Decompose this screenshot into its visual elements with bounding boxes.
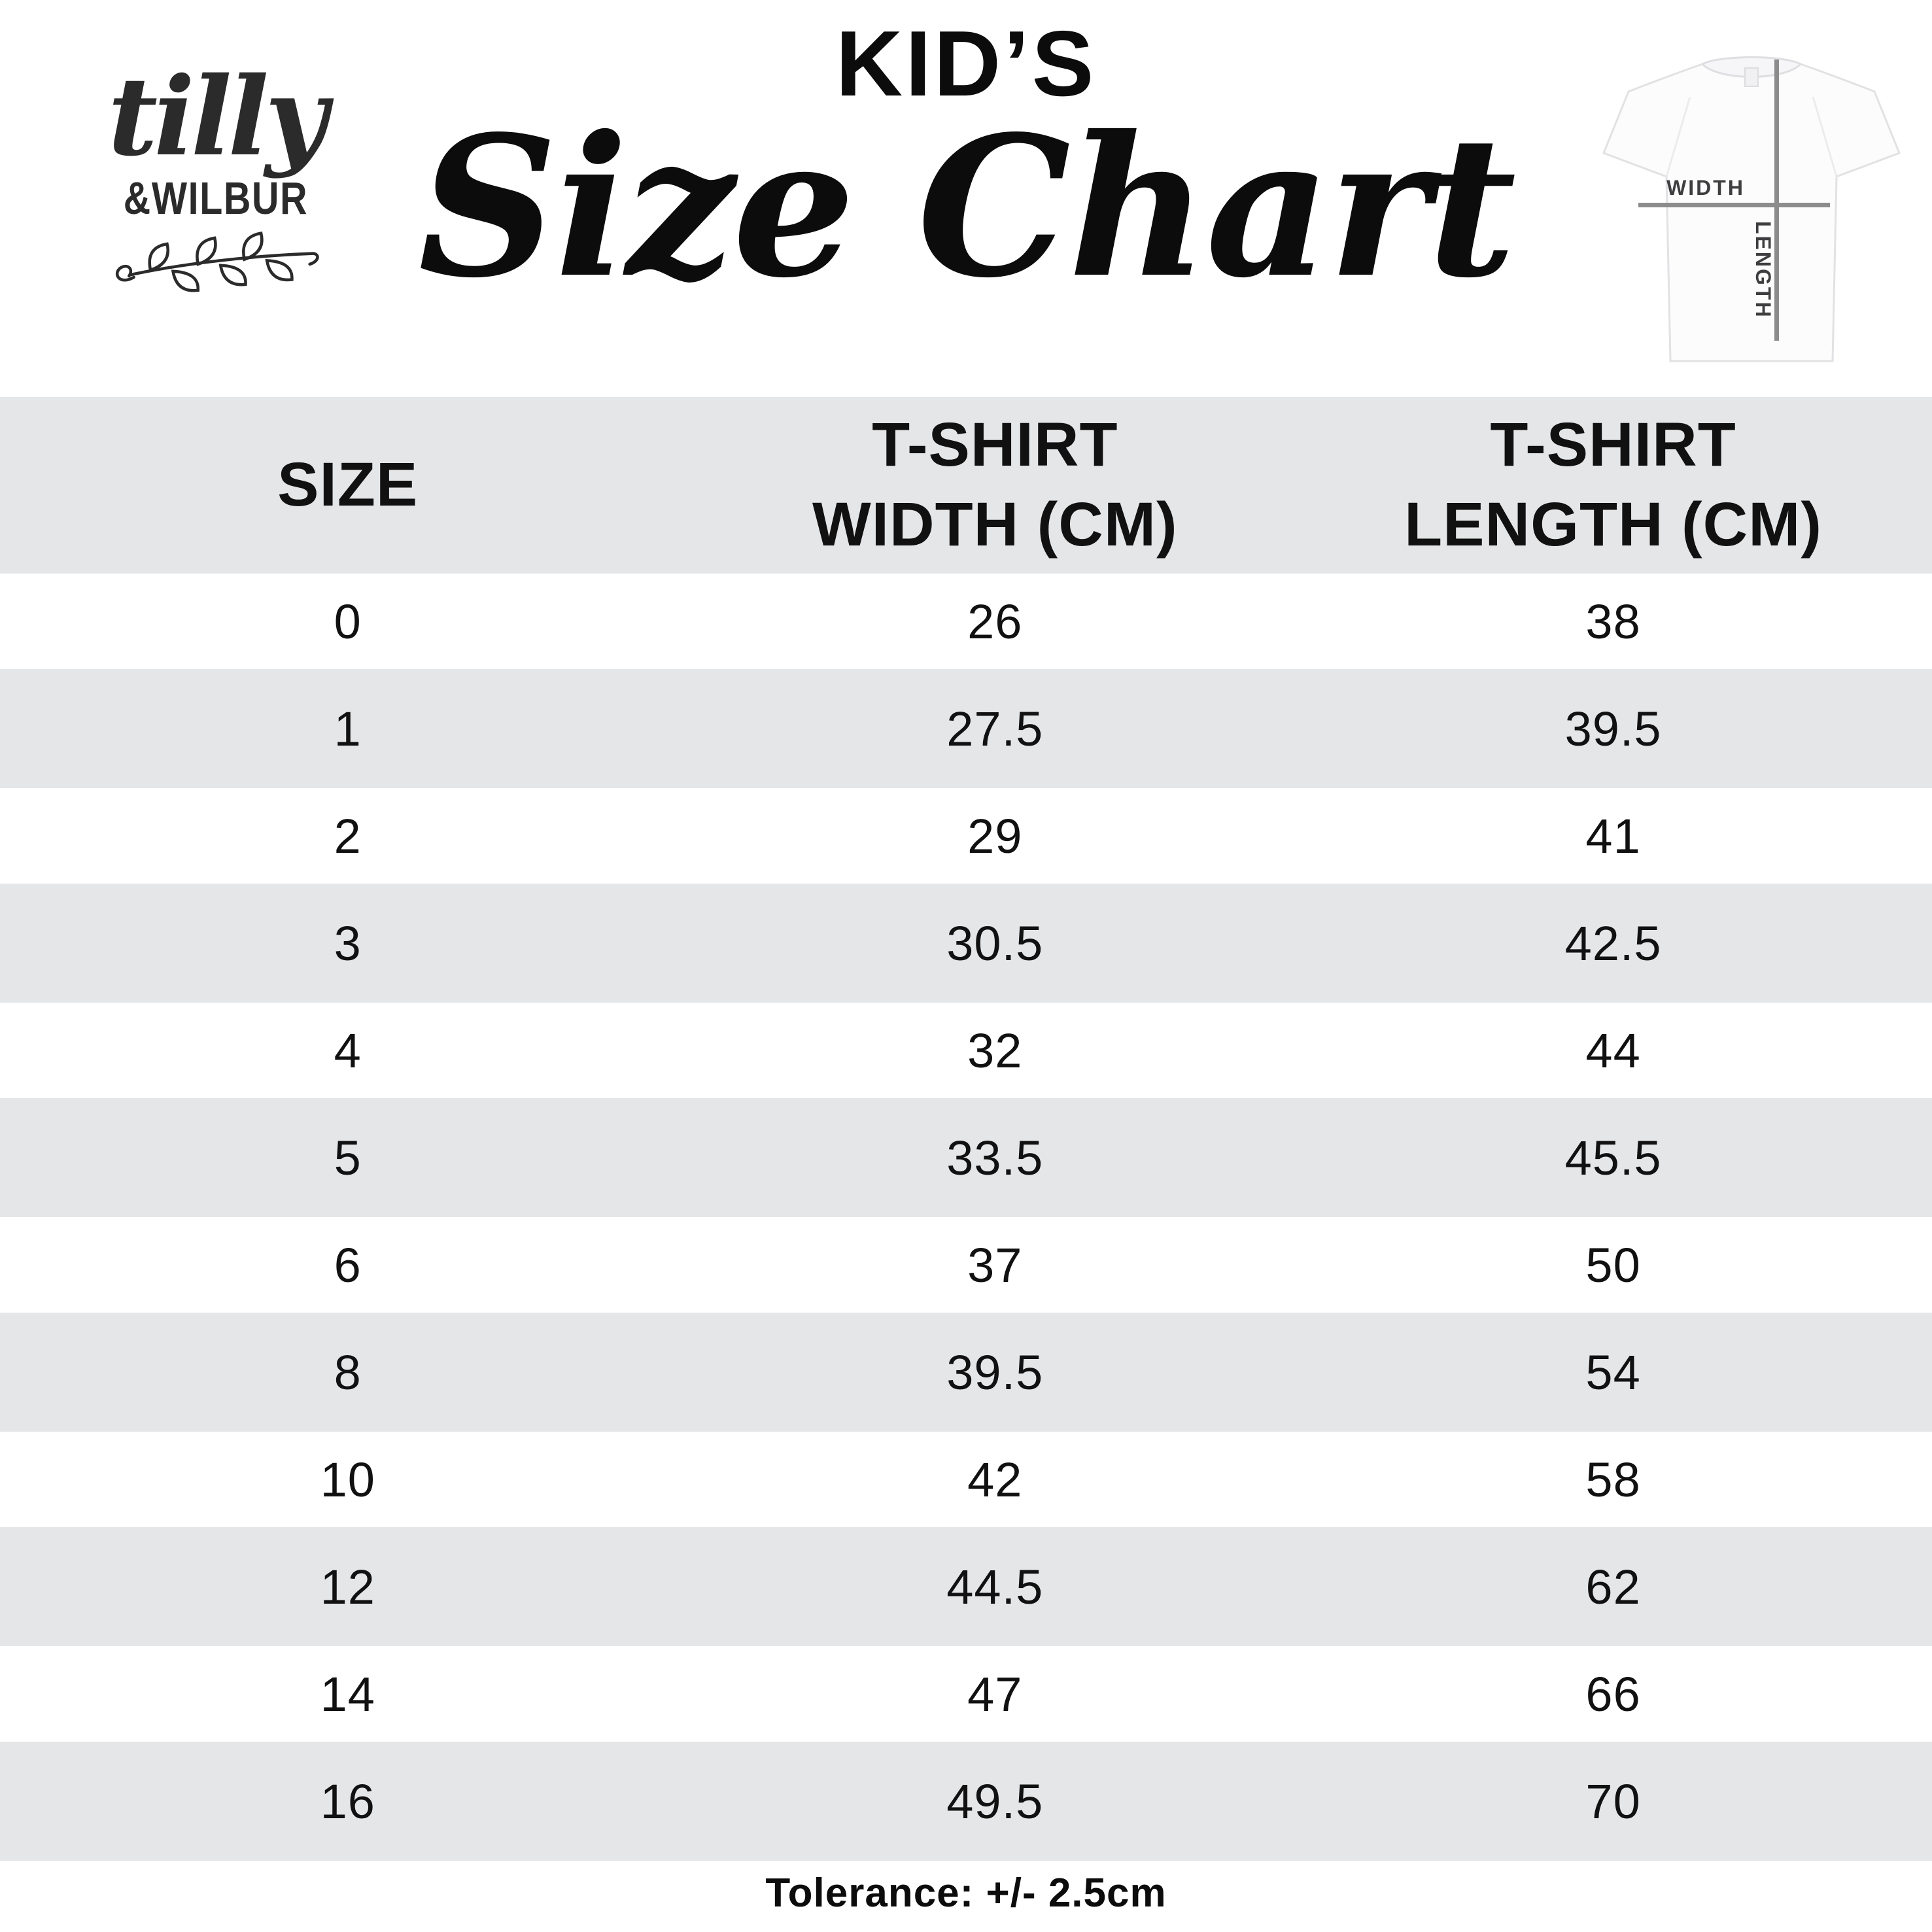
size-table-row: 4 32 44 <box>0 1003 1932 1098</box>
cell-tshirt-width: 33.5 <box>946 1130 1044 1185</box>
brand-name-caps: &WILBUR <box>123 172 309 224</box>
size-table-row: 14 47 66 <box>0 1646 1932 1742</box>
header-row: SIZE T-SHIRT WIDTH (CM) T-SHIRT LENGTH (… <box>0 397 1932 574</box>
cell-size: 3 <box>334 916 362 971</box>
cell-tshirt-width: 42 <box>967 1452 1023 1507</box>
cell-size: 6 <box>334 1237 362 1292</box>
cell-tshirt-width: 30.5 <box>946 916 1044 971</box>
size-table-row: 10 42 58 <box>0 1432 1932 1527</box>
tshirt-measurement-diagram: WIDTH LENGTH <box>1602 56 1901 362</box>
length-label: LENGTH <box>1751 221 1775 319</box>
cell-tshirt-length: 41 <box>1585 808 1641 863</box>
size-table-header: SIZE T-SHIRT WIDTH (CM) T-SHIRT LENGTH (… <box>0 397 1932 574</box>
cell-tshirt-width: 44.5 <box>946 1559 1044 1614</box>
cell-tshirt-length: 58 <box>1585 1452 1641 1507</box>
cell-tshirt-width: 47 <box>967 1666 1023 1721</box>
cell-size: 8 <box>334 1345 362 1400</box>
size-table-row: 8 39.5 54 <box>0 1313 1932 1432</box>
tshirt-neck-tag <box>1744 67 1759 87</box>
length-measure-line <box>1774 60 1779 341</box>
size-table-row: 12 44.5 62 <box>0 1527 1932 1646</box>
size-table-row: 5 33.5 45.5 <box>0 1098 1932 1217</box>
cell-tshirt-width: 29 <box>967 808 1023 863</box>
brand-name-script: tilly <box>107 53 328 180</box>
size-table-row: 6 37 50 <box>0 1217 1932 1313</box>
cell-size: 2 <box>334 808 362 863</box>
cell-tshirt-length: 45.5 <box>1564 1130 1662 1185</box>
column-header-tshirt-width: T-SHIRT WIDTH (CM) <box>812 410 1178 559</box>
cell-tshirt-length: 54 <box>1585 1345 1641 1400</box>
cell-tshirt-width: 26 <box>967 594 1023 649</box>
tolerance-note: Tolerance: +/- 2.5cm <box>765 1871 1167 1916</box>
cell-size: 12 <box>320 1559 375 1614</box>
cell-size: 5 <box>334 1130 362 1185</box>
size-table-body: 0 26 38 1 27.5 39.5 2 29 41 3 <box>0 574 1932 1861</box>
size-table-row: 0 26 38 <box>0 574 1932 669</box>
brand-logo: tilly &WILBUR <box>92 53 340 300</box>
cell-tshirt-width: 37 <box>967 1237 1023 1292</box>
header-section: tilly &WILBUR KID’S Size Chart <box>0 0 1932 397</box>
cell-size: 0 <box>334 594 362 649</box>
cell-tshirt-width: 32 <box>967 1023 1023 1078</box>
cell-tshirt-length: 42.5 <box>1564 916 1662 971</box>
cell-size: 4 <box>334 1023 362 1078</box>
cell-tshirt-length: 44 <box>1585 1023 1641 1078</box>
tshirt-sleeve-seam-left <box>1665 96 1691 177</box>
cell-tshirt-length: 50 <box>1585 1237 1641 1292</box>
cell-tshirt-width: 39.5 <box>946 1345 1044 1400</box>
width-measure-line <box>1638 203 1830 207</box>
cell-tshirt-length: 39.5 <box>1564 701 1662 756</box>
width-label: WIDTH <box>1666 176 1745 199</box>
column-header-size: SIZE <box>277 450 419 520</box>
size-table-row: 2 29 41 <box>0 788 1932 884</box>
cell-tshirt-length: 38 <box>1585 594 1641 649</box>
cell-size: 14 <box>320 1666 375 1721</box>
tshirt-body <box>1602 63 1901 362</box>
tshirt-sleeve-seam-right <box>1812 96 1838 177</box>
size-table: SIZE T-SHIRT WIDTH (CM) T-SHIRT LENGTH (… <box>0 397 1932 1861</box>
cell-tshirt-length: 66 <box>1585 1666 1641 1721</box>
cell-size: 10 <box>320 1452 375 1507</box>
size-table-row: 3 30.5 42.5 <box>0 884 1932 1003</box>
size-table-row: 16 49.5 70 <box>0 1742 1932 1861</box>
size-table-row: 1 27.5 39.5 <box>0 669 1932 788</box>
cell-tshirt-length: 62 <box>1585 1559 1641 1614</box>
cell-size: 16 <box>320 1774 375 1829</box>
page-title: Size Chart <box>418 94 1516 320</box>
cell-tshirt-length: 70 <box>1585 1774 1641 1829</box>
cell-tshirt-width: 49.5 <box>946 1774 1044 1829</box>
title-kicker: KID’S <box>835 12 1097 116</box>
cell-size: 1 <box>334 701 362 756</box>
column-header-tshirt-length: T-SHIRT LENGTH (CM) <box>1404 410 1823 559</box>
laurel-branch-icon <box>115 231 319 292</box>
cell-tshirt-width: 27.5 <box>946 701 1044 756</box>
